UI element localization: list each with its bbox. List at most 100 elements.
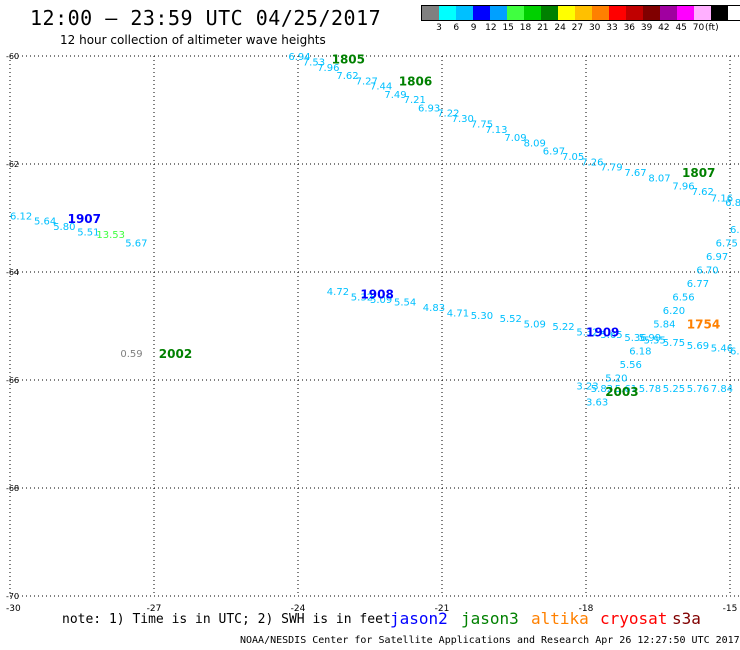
wave-height-value: 6.12 (10, 211, 32, 222)
pass-time-label: 1907 (68, 212, 101, 226)
lon-label: -18 (579, 604, 594, 614)
legend-label: 39 (640, 23, 653, 33)
legend-swatch (524, 6, 541, 20)
wave-height-value: 6.86 (730, 225, 740, 236)
legend-label: 18 (519, 23, 532, 33)
legend-unit: (ft) (705, 23, 719, 33)
wave-height-value: 7.21 (404, 95, 426, 106)
page-title: 12:00 – 23:59 UTC 04/25/2017 (30, 6, 382, 30)
wave-height-value: 5.54 (394, 298, 416, 309)
wave-height-value: 8.07 (648, 174, 670, 185)
wave-height-value: 0.59 (120, 349, 142, 360)
pass-time-label: 1754 (687, 317, 720, 331)
wave-height-value: 5.56 (620, 360, 642, 371)
lon-label: -21 (435, 604, 450, 614)
wave-height-value: 4.83 (423, 303, 445, 314)
legend-label: 24 (554, 23, 566, 33)
wave-height-value: 7.96 (672, 182, 694, 193)
legend-swatch (677, 6, 694, 20)
color-legend: 3 6 9 12 15 18 21 24 27 30 33 36 39 42 45 70 (ft) (421, 5, 740, 35)
legend-label: 21 (537, 23, 549, 33)
lat-label: -62 (6, 160, 19, 169)
legend-swatch (473, 6, 490, 20)
legend-swatch (541, 6, 558, 20)
pass-time-label: 1806 (399, 74, 432, 88)
legend-swatch (694, 6, 711, 20)
wave-height-value: 7.75 (471, 120, 493, 131)
wave-height-value: 5.36 (624, 333, 646, 344)
satellite-label-s3a: s3a (672, 609, 701, 628)
wave-height-value: 5.69 (687, 341, 709, 352)
wave-height-value: 7.44 (370, 82, 392, 93)
pass-time-label: 1807 (682, 166, 715, 180)
wave-height-value: 6.18 (629, 346, 651, 357)
legend-label: 27 (571, 23, 584, 33)
wave-height-value: 7.49 (384, 90, 406, 101)
lon-label: -15 (723, 604, 738, 614)
wave-height-value: 5.78 (639, 384, 661, 395)
wave-height-value: 7.84 (711, 384, 733, 395)
satellite-label-cryosat: cryosat (600, 609, 668, 628)
legend-swatch (609, 6, 626, 20)
legend-swatches (421, 5, 740, 21)
pass-time-label: 2003 (605, 385, 638, 399)
lon-label: -30 (6, 604, 21, 614)
lat-label: -60 (6, 52, 19, 61)
wave-height-value: 5.20 (605, 373, 627, 384)
page-subtitle: 12 hour collection of altimeter wave hei… (60, 33, 326, 47)
wave-height-value: 5.09 (524, 319, 546, 330)
wave-height-value: 5.32 (576, 327, 598, 338)
wave-height-value: 6.97 (543, 147, 565, 158)
wave-height-value: 5.61 (615, 384, 637, 395)
legend-label: 45 (675, 23, 687, 33)
pass-time-label: 2002 (159, 347, 192, 361)
legend-swatch (507, 6, 524, 20)
wave-height-value: 5.75 (663, 338, 685, 349)
wave-height-value: 7.22 (437, 109, 459, 120)
legend-label: 9 (470, 23, 477, 33)
wave-height-value: 7.53 (303, 57, 325, 68)
wave-height-value: 7.09 (504, 133, 526, 144)
legend-swatch (490, 6, 507, 20)
wave-height-value: 6.75 (716, 238, 738, 249)
wave-height-value: 5.65 (600, 330, 622, 341)
wave-height-value: 6.70 (696, 265, 718, 276)
legend-label: 12 (485, 23, 497, 33)
legend-swatch (643, 6, 660, 20)
wave-height-value: 5.51 (77, 228, 99, 239)
wave-height-value: 7.26 (581, 157, 603, 168)
wave-height-value: 7.79 (600, 163, 622, 174)
satellite-label-jason3: jason3 (461, 609, 519, 628)
legend-swatch (592, 6, 609, 20)
wave-height-value: 6.94 (288, 52, 310, 63)
wave-height-value: 4.71 (447, 309, 469, 320)
wave-height-value: 4.72 (327, 287, 349, 298)
wave-height-value: 7.67 (624, 168, 646, 179)
wave-height-value: 6.93 (418, 103, 440, 114)
legend-label: 33 (606, 23, 618, 33)
legend-swatch (422, 6, 439, 20)
lat-label: -66 (6, 376, 19, 385)
lon-label: -24 (291, 604, 306, 614)
legend-label: 36 (623, 23, 636, 33)
wave-height-value: 5.25 (663, 384, 685, 395)
wave-height-value: 7.05 (562, 152, 584, 163)
legend-label: 70 (692, 23, 705, 33)
wave-height-value: 7.96 (317, 63, 339, 74)
pass-time-label: 1908 (360, 288, 393, 302)
wave-height-value: 5.82 (591, 384, 613, 395)
wave-height-value: 5.09 (370, 295, 392, 306)
pass-time-label: 1805 (332, 53, 365, 67)
legend-label: 6 (453, 23, 460, 33)
satellite-label-jason2: jason2 (390, 609, 448, 628)
wave-height-value: 6.86 (725, 198, 740, 209)
lon-label: -27 (147, 604, 162, 614)
wave-height-value: 5.99 (639, 333, 661, 344)
legend-labels: 3 6 9 12 15 18 21 24 27 30 33 36 39 42 45 70 (ft) (421, 21, 740, 35)
wave-height-value: 13.53 (96, 230, 125, 241)
legend-swatch (711, 6, 728, 20)
wave-height-value: 6.77 (687, 279, 709, 290)
legend-swatch (456, 6, 473, 20)
wave-height-value: 6.56 (672, 292, 694, 303)
